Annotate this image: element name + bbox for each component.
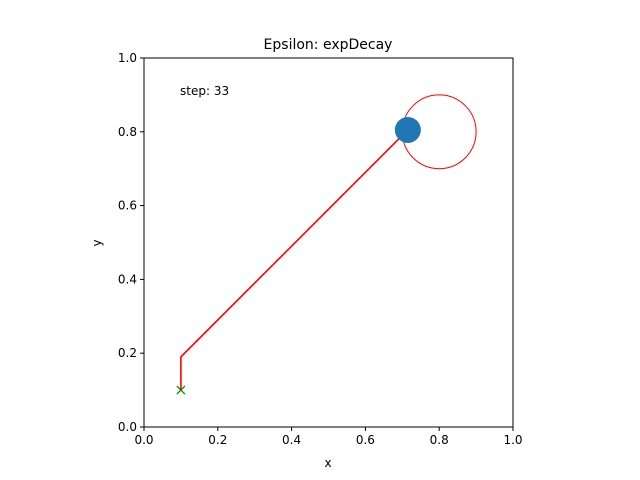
y-axis-ticks: 0.0 0.2 0.4 0.6 0.8 1.0 xyxy=(118,51,144,434)
y-tick-label: 0.8 xyxy=(118,125,137,139)
chart-title: Epsilon: expDecay xyxy=(264,37,393,53)
y-axis-label: y xyxy=(90,239,104,246)
y-tick-label: 0.4 xyxy=(118,272,137,286)
y-tick-label: 1.0 xyxy=(118,51,137,65)
y-tick-label: 0.6 xyxy=(118,199,137,213)
y-tick-label: 0.2 xyxy=(118,346,137,360)
x-axis-ticks: 0.0 0.2 0.4 0.6 0.8 1.0 xyxy=(134,427,523,447)
x-tick-label: 0.6 xyxy=(356,433,375,447)
x-tick-label: 0.8 xyxy=(430,433,449,447)
start-marker xyxy=(176,385,186,395)
x-tick-label: 0.4 xyxy=(282,433,301,447)
step-annotation: step: 33 xyxy=(180,84,229,98)
x-tick-label: 0.2 xyxy=(208,433,227,447)
x-axis-label: x xyxy=(324,456,331,470)
trajectory-line xyxy=(180,129,409,391)
y-tick-label: 0.0 xyxy=(118,420,137,434)
x-tick-label: 1.0 xyxy=(503,433,522,447)
axes-frame xyxy=(143,57,514,428)
plot-area xyxy=(143,57,514,428)
x-tick-label: 0.0 xyxy=(134,433,153,447)
agent-marker xyxy=(394,116,421,143)
start-marker-stroke-b xyxy=(176,385,186,395)
